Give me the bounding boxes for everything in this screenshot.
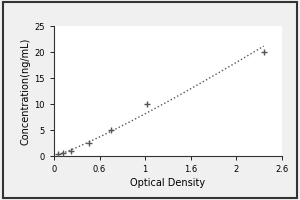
Y-axis label: Concentration(ng/mL): Concentration(ng/mL) bbox=[20, 37, 30, 145]
X-axis label: Optical Density: Optical Density bbox=[130, 178, 206, 188]
